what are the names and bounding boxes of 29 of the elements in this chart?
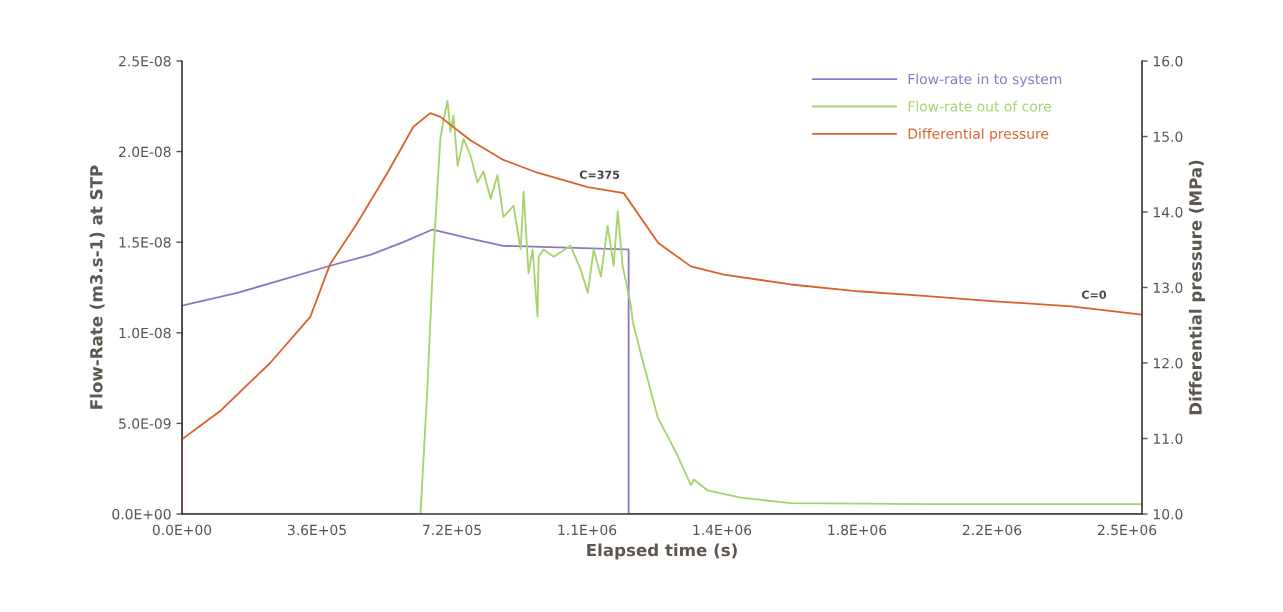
y2-tick-label: 12.0 bbox=[1153, 357, 1183, 369]
x-tick-label: 2.2E+06 bbox=[962, 524, 1022, 536]
y-tick-label: 1.5E-08 bbox=[119, 237, 171, 248]
x-tick-label: 1.4E+06 bbox=[693, 524, 752, 536]
y2-tick-label: 11.0 bbox=[1153, 433, 1183, 444]
y2-tick-label: 15.0 bbox=[1153, 131, 1183, 142]
y2-axis-title: Differential pressure (MPa) bbox=[1188, 160, 1206, 415]
x-axis-title: Elapsed time (s) bbox=[587, 543, 737, 560]
x-tick-label: 2.5E+06 bbox=[1097, 524, 1157, 536]
annotation: C=375 bbox=[579, 170, 620, 179]
y-tick-label: 2.0E-08 bbox=[119, 146, 171, 158]
y2-tick-label: 14.0 bbox=[1153, 206, 1183, 218]
y-tick-label: 0.0E+00 bbox=[112, 508, 171, 520]
y-tick-label: 1.0E-08 bbox=[119, 327, 171, 339]
y2-tick-label: 13.0 bbox=[1153, 282, 1183, 293]
y2-tick-label: 16.0 bbox=[1153, 55, 1183, 67]
text: Flow-rate in to system bbox=[908, 73, 1062, 87]
y-axis-title: Flow-Rate (m3.s-1) at STP bbox=[89, 165, 105, 409]
x-tick-label: 1.1E+06 bbox=[558, 524, 617, 536]
x-tick-label: 0.0E+00 bbox=[152, 524, 212, 536]
text: Flow-rate out of core bbox=[908, 100, 1051, 112]
x-tick-label: 1.8E+06 bbox=[828, 524, 887, 536]
annotation: C=0 bbox=[1081, 290, 1107, 299]
text: Differential pressure bbox=[908, 128, 1049, 142]
x-tick-label: 7.2E+05 bbox=[423, 524, 481, 536]
y2-tick-label: 10.0 bbox=[1153, 508, 1183, 520]
y-tick-label: 2.5E-08 bbox=[119, 55, 171, 67]
y-tick-label: 5.0E-09 bbox=[119, 418, 171, 429]
x-tick-label: 3.6E+05 bbox=[287, 524, 346, 536]
